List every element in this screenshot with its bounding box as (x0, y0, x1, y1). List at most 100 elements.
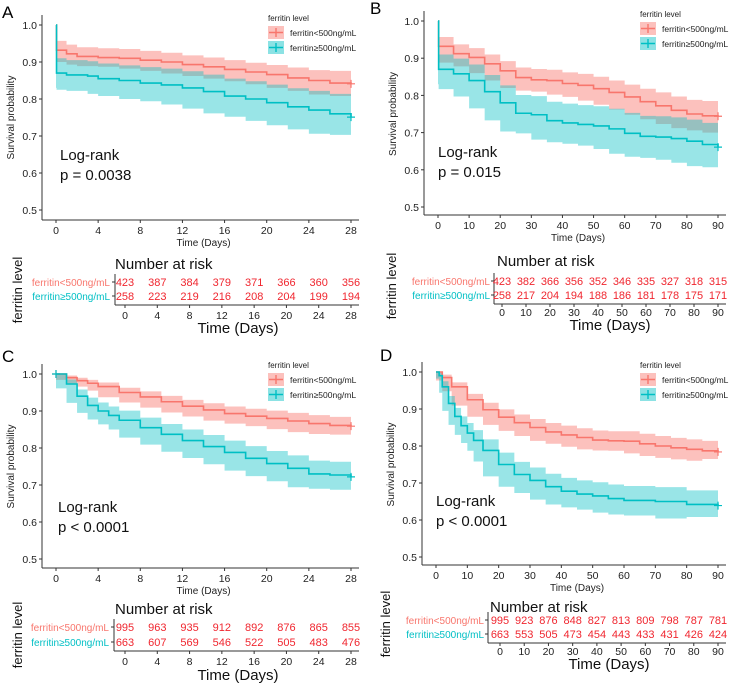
censor-mark (714, 447, 722, 456)
risk-x-tick-label: 50 (615, 646, 627, 658)
y-tick-label: 1.0 (404, 16, 419, 28)
risk-value: 876 (539, 615, 557, 627)
risk-table-title: Number at risk (115, 256, 213, 273)
y-tick-label: 0.8 (402, 441, 417, 453)
logrank-label: Log-rank (58, 499, 118, 516)
censor-mark (347, 422, 355, 431)
risk-value: 223 (148, 291, 166, 303)
risk-value: 171 (709, 290, 727, 302)
risk-value: 258 (493, 290, 511, 302)
censor-mark (347, 472, 355, 481)
risk-value: 827 (588, 615, 606, 627)
x-tick-label: 24 (303, 225, 315, 237)
legend-label: ferritin<500ng/mL (290, 28, 357, 38)
risk-value: 995 (491, 615, 509, 627)
risk-x-tick-label: 50 (616, 307, 628, 319)
risk-value: 443 (612, 629, 630, 641)
censor-mark (714, 112, 722, 121)
risk-x-axis-title: Time (Days) (197, 320, 278, 337)
risk-value: 208 (245, 291, 263, 303)
risk-table-title: Number at risk (115, 601, 213, 618)
risk-x-axis-title: Time (Days) (569, 317, 650, 334)
x-tick-label: 8 (137, 573, 143, 585)
y-tick-label: 0.8 (404, 90, 419, 102)
risk-x-tick-label: 8 (187, 310, 193, 322)
legend-label: ferritin<500ng/mL (662, 24, 729, 34)
x-tick-label: 0 (53, 225, 59, 237)
y-tick-label: 0.5 (22, 554, 37, 566)
risk-value: 423 (493, 276, 511, 288)
risk-x-axis-title: Time (Days) (568, 656, 649, 673)
censor-mark (714, 501, 722, 510)
panel-letter: B (370, 0, 381, 18)
logrank-label: Log-rank (438, 144, 498, 161)
risk-row-label: ferritin≥500ng/mL (412, 291, 490, 302)
logrank-pvalue: p = 0.015 (438, 164, 501, 181)
survival-line-series-0 (55, 24, 352, 84)
risk-value: 787 (685, 615, 703, 627)
risk-value: 219 (180, 291, 198, 303)
logrank-label: Log-rank (436, 493, 496, 510)
x-tick-label: 10 (461, 570, 473, 582)
y-tick-label: 0.5 (402, 552, 417, 564)
risk-value: 356 (565, 276, 583, 288)
risk-x-tick-label: 40 (591, 646, 603, 658)
risk-value: 912 (213, 622, 231, 634)
x-tick-label: 4 (95, 225, 101, 237)
risk-x-tick-label: 24 (313, 656, 325, 668)
ci-band-series-0 (56, 374, 351, 435)
logrank-pvalue: p < 0.0001 (436, 513, 507, 530)
risk-x-tick-label: 80 (688, 646, 700, 658)
legend-label: ferritin<500ng/mL (290, 375, 357, 385)
risk-x-tick-label: 40 (592, 307, 604, 319)
x-tick-label: 28 (345, 225, 357, 237)
risk-value: 188 (589, 290, 607, 302)
risk-value: 781 (709, 615, 727, 627)
y-tick-label: 0.6 (404, 165, 419, 177)
risk-value: 384 (180, 277, 198, 289)
risk-value: 424 (709, 629, 727, 641)
ci-band-series-0 (436, 372, 718, 461)
risk-x-tick-label: 4 (154, 656, 160, 668)
panel-a: A 0.5 0.6 0.7 0.8 0.9 1.0 0 4 8 12 16 20 24 28 Time (Da… (2, 3, 360, 337)
y-tick-label: 0.5 (22, 205, 37, 217)
x-tick-label: 40 (557, 220, 569, 232)
legend-key-line (641, 24, 655, 33)
ci-band-series-1 (56, 25, 351, 135)
x-axis-title: Time (Days) (176, 238, 230, 249)
risk-value: 423 (116, 277, 134, 289)
legend-label: ferritin≥500ng/mL (290, 390, 356, 400)
y-tick-label: 1.0 (22, 369, 37, 381)
y-tick-label: 0.9 (402, 404, 417, 416)
panel-d: D0.50.60.70.80.91.00 10 20 30 40 50 60 70 80 90Ti… (378, 346, 729, 673)
risk-value: 379 (213, 277, 231, 289)
y-axis-title: Survival probability (386, 423, 397, 507)
legend-key-line (269, 375, 283, 384)
risk-value: 813 (612, 615, 630, 627)
risk-table: Number at risk ferritin level ferritin<500… (378, 591, 727, 673)
risk-row-label: ferritin≥500ng/mL (32, 292, 110, 303)
y-tick-label: 0.9 (22, 406, 37, 418)
survival-line-series-0 (437, 20, 719, 117)
x-axis-title: Time (Days) (551, 233, 605, 244)
x-tick-label: 70 (649, 570, 661, 582)
x-tick-label: 70 (650, 220, 662, 232)
risk-x-tick-label: 30 (567, 646, 579, 658)
risk-row-label: ferritin≥500ng/mL (406, 630, 484, 641)
risk-x-tick-label: 12 (216, 656, 228, 668)
x-tick-label: 20 (261, 573, 273, 585)
risk-value: 569 (180, 637, 198, 649)
risk-x-tick-label: 28 (345, 656, 357, 668)
risk-value: 431 (660, 629, 678, 641)
risk-row-label: ferritin≥500ng/mL (31, 638, 109, 649)
risk-strata-title: ferritin level (384, 253, 399, 320)
risk-value: 809 (636, 615, 654, 627)
x-tick-label: 80 (681, 220, 693, 232)
survival-line-series-0 (436, 371, 719, 452)
risk-value: 855 (342, 622, 360, 634)
legend-title: ferritin level (640, 10, 681, 19)
risk-value: 199 (310, 291, 328, 303)
risk-x-tick-label: 0 (497, 646, 503, 658)
y-axis-title: Survival probability (6, 76, 17, 160)
risk-value: 204 (277, 291, 295, 303)
